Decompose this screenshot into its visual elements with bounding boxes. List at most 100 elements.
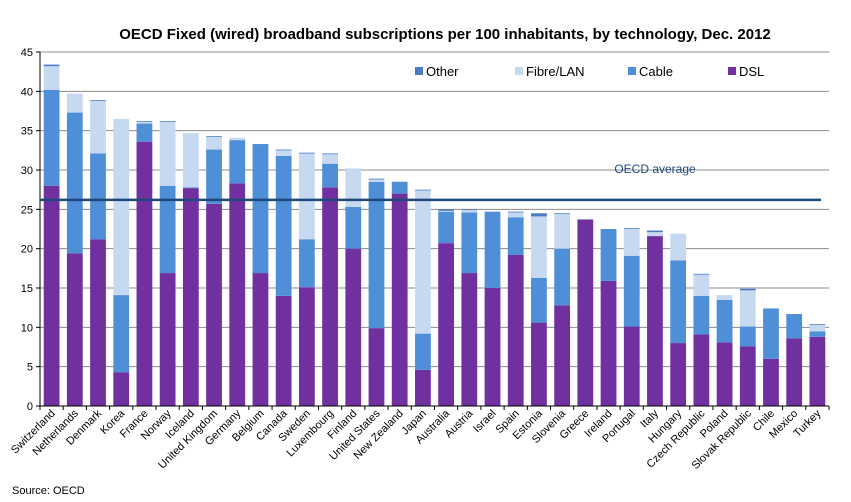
bar-segment-cable-japan xyxy=(415,333,431,370)
bar-segment-fibre-lan-france xyxy=(136,122,153,124)
bar-segment-dsl-denmark xyxy=(90,239,106,406)
bar-segment-cable-spain xyxy=(507,217,524,255)
legend: Other Fibre/LAN Cable DSL xyxy=(415,64,764,79)
bar-segment-fibre-lan-japan xyxy=(415,190,431,334)
bar-segment-dsl-greece xyxy=(577,219,594,406)
oecd-average-label: OECD average xyxy=(614,162,696,176)
bar-segment-dsl-sweden xyxy=(298,287,315,406)
bar-segment-cable-belgium xyxy=(252,144,269,274)
bar-segment-cable-switzerland xyxy=(43,89,60,186)
y-tick-label: 25 xyxy=(21,204,33,216)
bar-segment-other-luxembourg xyxy=(322,153,338,155)
legend-swatch-fibre-lan xyxy=(515,67,523,75)
bar-segment-cable-australia xyxy=(438,211,454,244)
legend-label: Fibre/LAN xyxy=(526,64,585,79)
bar-segment-fibre-lan-greece xyxy=(577,218,594,220)
bar-segment-fibre-lan-norway xyxy=(159,122,176,186)
bar-segment-fibre-lan-netherlands xyxy=(66,93,83,113)
reference-line-group: OECD average xyxy=(40,162,821,202)
bar-segment-cable-slovenia xyxy=(554,248,571,306)
bar-segment-fibre-lan-slovak-republic xyxy=(739,290,756,327)
bar-segment-dsl-germany xyxy=(229,183,246,406)
category-label: Israel xyxy=(471,408,499,436)
bar-segment-dsl-iceland xyxy=(182,188,199,406)
y-tick-label: 40 xyxy=(21,86,33,98)
bar-segment-dsl-chile xyxy=(763,358,779,406)
bar-segment-other-united-states xyxy=(368,178,385,180)
bar-segment-dsl-finland xyxy=(345,248,362,406)
bar-segment-dsl-slovak-republic xyxy=(739,346,756,406)
bar-segment-other-spain xyxy=(507,211,524,213)
y-tick-label: 0 xyxy=(27,401,33,413)
y-tick-label: 30 xyxy=(21,165,33,177)
bar-segment-cable-germany xyxy=(229,140,246,184)
y-tick-label: 20 xyxy=(21,244,33,256)
bar-segment-fibre-lan-united-states xyxy=(368,179,385,182)
bar-segment-cable-ireland xyxy=(600,229,617,281)
bar-segment-fibre-lan-switzerland xyxy=(43,66,60,90)
bar-segment-other-japan xyxy=(415,189,431,191)
bar-segment-dsl-turkey xyxy=(809,336,826,406)
bar-segment-dsl-estonia xyxy=(531,322,547,406)
legend-label: Cable xyxy=(639,64,673,79)
bar-segment-cable-korea xyxy=(113,295,130,373)
bar-segment-cable-estonia xyxy=(531,277,547,323)
bar-segment-dsl-belgium xyxy=(252,273,269,406)
bar-segment-dsl-poland xyxy=(716,342,733,406)
bar-segment-cable-finland xyxy=(345,206,362,249)
bar-segment-cable-netherlands xyxy=(66,112,83,254)
bar-segment-dsl-portugal xyxy=(623,326,640,406)
bar-segment-dsl-canada xyxy=(275,295,292,406)
bar-segment-other-france xyxy=(136,121,153,123)
bar-segment-fibre-lan-czech-republic xyxy=(693,274,710,296)
bar-segment-dsl-australia xyxy=(438,243,454,406)
bar-segment-dsl-mexico xyxy=(786,338,803,406)
bar-segment-other-sweden xyxy=(298,152,315,154)
bar-segment-fibre-lan-luxembourg xyxy=(322,154,338,164)
category-label: Turkey xyxy=(792,407,824,439)
y-tick-label: 10 xyxy=(21,322,33,334)
bar-segment-other-estonia xyxy=(531,213,547,217)
bar-segment-fibre-lan-sweden xyxy=(298,153,315,240)
bar-segment-fibre-lan-slovenia xyxy=(554,214,571,249)
legend-swatch-other xyxy=(415,67,423,75)
bar-segment-dsl-israel xyxy=(484,288,501,406)
bar-segment-cable-israel xyxy=(484,211,501,288)
bar-segment-fibre-lan-finland xyxy=(345,168,362,207)
bar-segment-dsl-netherlands xyxy=(66,253,83,406)
bar-segment-cable-france xyxy=(136,123,153,142)
bar-segment-cable-turkey xyxy=(809,331,826,337)
bar-segment-dsl-hungary xyxy=(670,343,687,406)
y-tick-label: 5 xyxy=(27,362,33,374)
y-tick-label: 45 xyxy=(21,47,33,59)
bar-segment-dsl-united-kingdom xyxy=(206,203,222,406)
y-tick-label: 35 xyxy=(21,126,33,138)
bar-segment-cable-iceland xyxy=(182,187,199,189)
bar-segment-dsl-czech-republic xyxy=(693,334,710,406)
bar-segment-dsl-france xyxy=(136,141,153,406)
bar-segment-fibre-lan-denmark xyxy=(90,100,106,154)
bar-segment-fibre-lan-estonia xyxy=(531,216,547,278)
bar-segment-fibre-lan-poland xyxy=(716,295,733,300)
bar-segment-fibre-lan-australia xyxy=(438,210,454,212)
bar-segment-other-turkey xyxy=(809,324,826,325)
bar-segment-cable-hungary xyxy=(670,260,687,344)
bars xyxy=(43,64,826,406)
bar-segment-fibre-lan-turkey xyxy=(809,324,826,332)
bar-segment-dsl-spain xyxy=(507,254,524,406)
bar-segment-other-united-kingdom xyxy=(206,136,222,137)
bar-segment-other-austria xyxy=(461,209,478,211)
bar-segment-cable-united-kingdom xyxy=(206,149,222,204)
bar-segment-fibre-lan-germany xyxy=(229,137,246,141)
legend-label: DSL xyxy=(739,64,764,79)
legend-label: Other xyxy=(426,64,459,79)
bar-segment-cable-sweden xyxy=(298,239,315,288)
source-note: Source: OECD xyxy=(12,485,85,497)
bar-segment-dsl-luxembourg xyxy=(322,187,338,406)
bar-segment-dsl-italy xyxy=(647,236,663,406)
bar-segment-other-portugal xyxy=(623,228,640,229)
bar-segment-cable-czech-republic xyxy=(693,295,710,335)
bar-segment-fibre-lan-korea xyxy=(113,118,130,296)
x-axis: SwitzerlandNetherlandsDenmarkKoreaFrance… xyxy=(9,405,830,472)
